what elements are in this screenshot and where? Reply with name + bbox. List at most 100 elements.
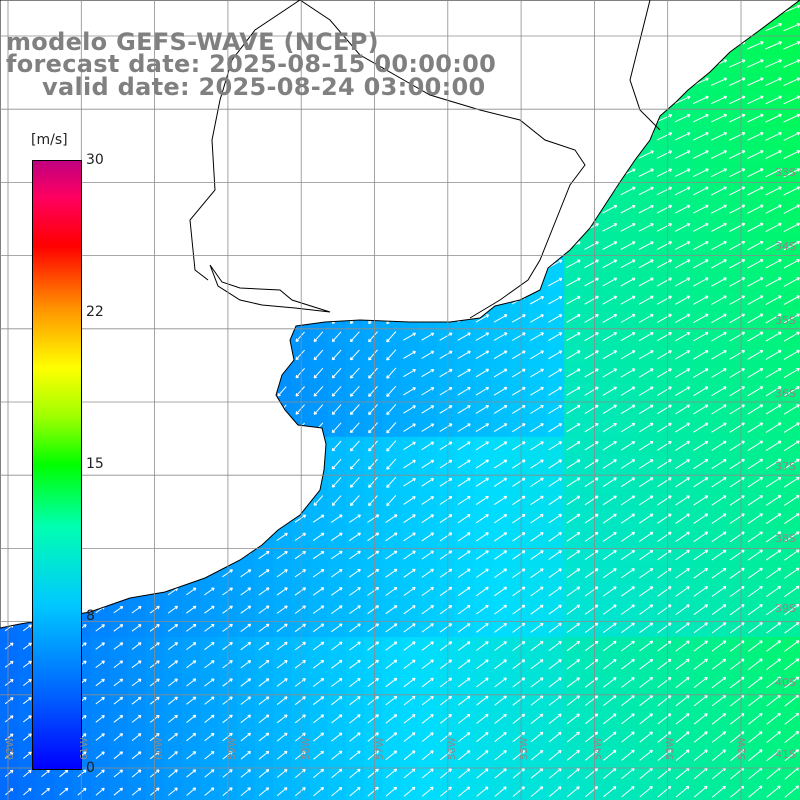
- wind-arrow: [113, 696, 124, 705]
- wind-arrow: [294, 623, 306, 633]
- wind-arrow: [765, 277, 782, 287]
- wind-arrow: [367, 677, 379, 687]
- wind-arrow: [349, 495, 360, 506]
- wind-arrow: [548, 586, 562, 597]
- wind-arrow: [657, 658, 672, 670]
- wind-arrow: [729, 622, 745, 634]
- wind-arrow: [494, 677, 507, 688]
- wind-arrow: [729, 604, 745, 616]
- wind-arrow: [639, 622, 654, 634]
- wind-arrow: [457, 659, 471, 670]
- wind-arrow: [584, 441, 599, 451]
- wind-arrow: [131, 696, 142, 705]
- wind-arrow: [639, 604, 654, 615]
- wind-arrow: [493, 459, 508, 469]
- wind-arrow: [765, 22, 783, 32]
- wind-arrow: [693, 676, 708, 688]
- wind-arrow: [548, 731, 562, 743]
- wind-arrow: [475, 550, 489, 560]
- wind-arrow: [167, 605, 179, 614]
- wind-arrow: [747, 204, 764, 214]
- wind-arrow: [349, 568, 361, 578]
- wind-arrow: [240, 641, 252, 651]
- wind-arrow: [584, 550, 599, 561]
- wind-arrow: [385, 786, 398, 797]
- wind-arrow: [457, 514, 471, 524]
- wind-arrow: [512, 677, 526, 688]
- wind-arrow: [620, 332, 636, 342]
- wind-arrow: [675, 440, 691, 451]
- wind-arrow: [368, 331, 378, 343]
- wind-arrow: [385, 732, 398, 742]
- wind-arrow: [295, 367, 305, 379]
- wind-arrow: [711, 440, 727, 451]
- wind-arrow: [421, 677, 434, 688]
- wind-arrow: [638, 332, 654, 342]
- wind-arrow: [313, 349, 324, 361]
- wind-arrow: [403, 387, 416, 396]
- wind-arrow: [385, 659, 398, 669]
- wind-arrow: [602, 295, 618, 305]
- wind-arrow: [421, 641, 434, 651]
- wind-arrow: [748, 785, 763, 798]
- wind-arrow: [4, 660, 14, 668]
- wind-arrow: [656, 114, 673, 123]
- wind-arrow: [386, 476, 397, 488]
- wind-arrow: [620, 204, 636, 214]
- wind-arrow: [766, 694, 781, 707]
- wind-arrow: [639, 586, 654, 597]
- wind-arrow: [295, 331, 305, 342]
- lon-label: 61W: [79, 737, 90, 760]
- wind-arrow: [638, 441, 654, 451]
- wind-arrow: [403, 586, 416, 597]
- wind-arrow: [258, 678, 270, 687]
- wind-arrow: [620, 386, 636, 396]
- wind-arrow: [330, 532, 343, 542]
- wind-arrow: [566, 259, 581, 269]
- wind-arrow: [765, 113, 782, 123]
- wind-arrow: [421, 768, 434, 779]
- wind-arrow: [675, 404, 691, 415]
- wind-arrow: [421, 695, 434, 706]
- wind-arrow: [512, 604, 526, 615]
- wind-arrow: [312, 514, 325, 523]
- wind-arrow: [530, 750, 544, 761]
- wind-arrow: [41, 769, 50, 778]
- wind-arrow: [620, 259, 636, 269]
- wind-arrow: [584, 386, 599, 396]
- wind-arrow: [403, 623, 416, 633]
- wind-arrow: [4, 788, 14, 796]
- wind-arrow: [747, 658, 763, 670]
- wind-arrow: [765, 95, 782, 105]
- wind-arrow: [602, 568, 617, 579]
- wind-arrow: [349, 458, 360, 470]
- wind-arrow: [620, 404, 636, 415]
- wind-arrow: [566, 295, 581, 305]
- wind-arrow: [674, 168, 691, 178]
- wind-arrow: [493, 423, 508, 433]
- wind-arrow: [639, 786, 653, 798]
- wind-arrow: [693, 477, 709, 488]
- wind-arrow: [457, 423, 471, 432]
- wind-arrow: [566, 622, 581, 633]
- wind-arrow: [620, 350, 636, 360]
- wind-arrow: [548, 350, 563, 360]
- wind-arrow: [566, 368, 581, 378]
- wind-arrow: [494, 768, 507, 779]
- wind-arrow: [783, 295, 800, 306]
- colorbar-tick-8: 8: [86, 608, 95, 624]
- wind-arrow: [349, 677, 361, 687]
- wind-arrow: [747, 531, 763, 543]
- wind-arrow: [639, 531, 654, 542]
- wind-arrow: [530, 532, 544, 542]
- wind-arrow: [747, 477, 764, 488]
- wind-arrow: [349, 349, 360, 361]
- wind-arrow: [584, 259, 599, 269]
- uruguay-border: [189, 0, 301, 281]
- wind-arrow: [710, 95, 728, 105]
- wind-arrow: [403, 568, 416, 578]
- wind-arrow: [566, 314, 581, 323]
- wind-arrow: [602, 531, 617, 542]
- wind-arrow: [747, 386, 764, 397]
- wind-arrow: [548, 622, 562, 633]
